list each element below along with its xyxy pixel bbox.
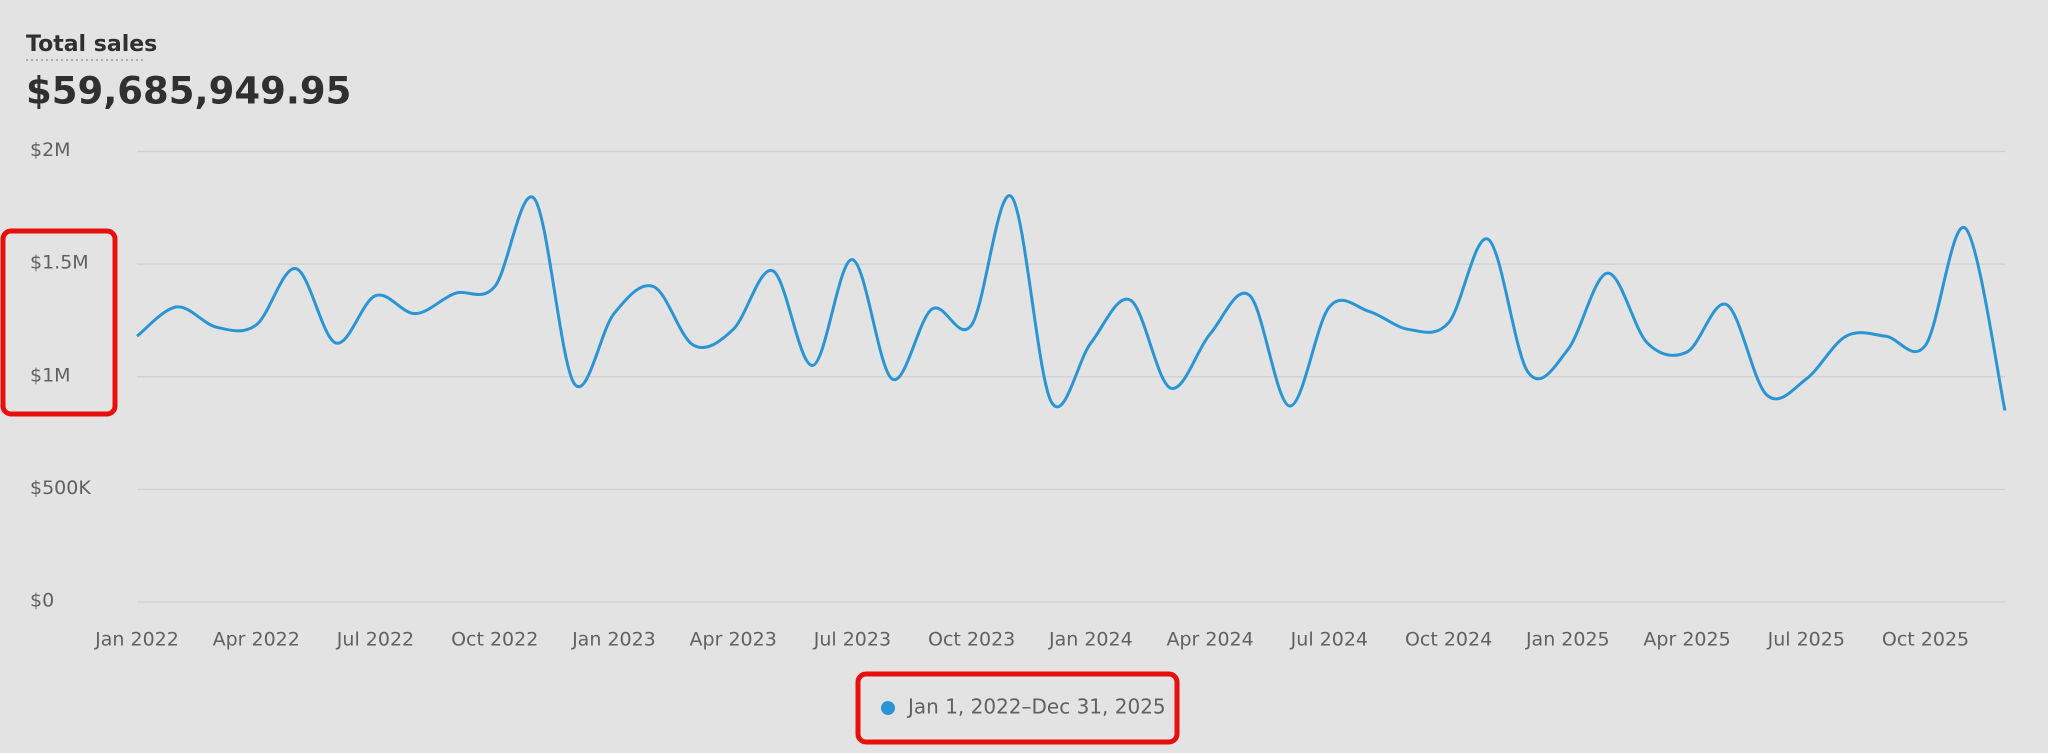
y-tick-label: $2M xyxy=(30,139,71,161)
x-tick-label: Jul 2024 xyxy=(1290,629,1368,651)
y-tick-label: $1.5M xyxy=(30,252,89,274)
chart-title: Total sales xyxy=(26,32,157,57)
x-tick-label: Jan 2023 xyxy=(571,629,656,651)
x-tick-label: Jan 2024 xyxy=(1048,629,1133,651)
x-tick-label: Jul 2025 xyxy=(1767,629,1845,651)
y-tick-label: $1M xyxy=(30,364,71,386)
x-tick-label: Oct 2025 xyxy=(1882,629,1969,651)
x-tick-label: Apr 2022 xyxy=(213,629,300,651)
x-tick-label: Jul 2022 xyxy=(336,629,414,651)
highlight-box xyxy=(855,671,1180,745)
legend-marker xyxy=(881,701,895,715)
legend: Jan 1, 2022–Dec 31, 2025 xyxy=(881,695,1166,719)
x-tick-label: Jul 2023 xyxy=(813,629,891,651)
x-tick-label: Apr 2023 xyxy=(690,629,777,651)
x-tick-label: Jan 2022 xyxy=(94,629,179,651)
x-tick-label: Oct 2023 xyxy=(928,629,1015,651)
highlight-box xyxy=(0,228,118,417)
x-tick-label: Oct 2024 xyxy=(1405,629,1492,651)
total-value: $59,685,949.95 xyxy=(26,70,351,113)
x-tick-label: Apr 2025 xyxy=(1643,629,1730,651)
legend-label: Jan 1, 2022–Dec 31, 2025 xyxy=(906,695,1166,719)
sales-line xyxy=(136,194,2007,411)
x-tick-label: Jan 2025 xyxy=(1525,629,1610,651)
y-tick-label: $500K xyxy=(30,477,91,499)
x-tick-label: Oct 2022 xyxy=(451,629,538,651)
y-tick-label: $0 xyxy=(30,590,54,612)
x-tick-label: Apr 2024 xyxy=(1166,629,1253,651)
